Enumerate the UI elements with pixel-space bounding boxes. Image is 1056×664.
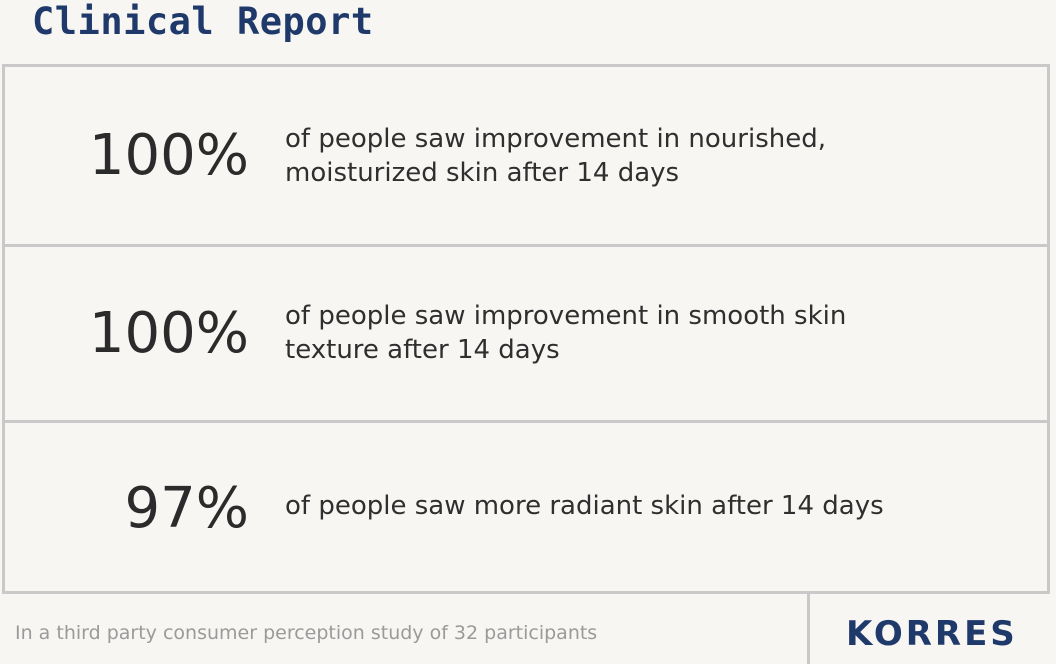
- page-title: Clinical Report: [32, 0, 374, 43]
- footnote: In a third party consumer perception stu…: [15, 622, 598, 644]
- stat-value: 100%: [88, 301, 249, 366]
- stat-description-line: of people saw improvement in nourished,: [285, 124, 826, 154]
- stat-description-line: of people saw improvement in smooth skin: [285, 301, 847, 331]
- brand-logo: KORRES: [846, 614, 1018, 654]
- stat-value: 97%: [124, 476, 249, 541]
- stat-row: 97% of people saw more radiant skin afte…: [5, 420, 1047, 594]
- stat-description-line: of people saw more radiant skin after 14…: [285, 491, 884, 521]
- stat-description-line: texture after 14 days: [285, 335, 560, 365]
- stat-description: of people saw improvement in smooth skin…: [285, 299, 1005, 367]
- stat-row: 100% of people saw improvement in smooth…: [5, 244, 1047, 423]
- stat-row: 100% of people saw improvement in nouris…: [5, 67, 1047, 244]
- footer-divider: [807, 594, 810, 664]
- stat-value: 100%: [88, 123, 249, 188]
- stat-description-line: moisturized skin after 14 days: [285, 158, 680, 188]
- stats-panel: 100% of people saw improvement in nouris…: [2, 64, 1050, 594]
- stat-description: of people saw more radiant skin after 14…: [285, 489, 1005, 523]
- stat-description: of people saw improvement in nourished, …: [285, 122, 1005, 190]
